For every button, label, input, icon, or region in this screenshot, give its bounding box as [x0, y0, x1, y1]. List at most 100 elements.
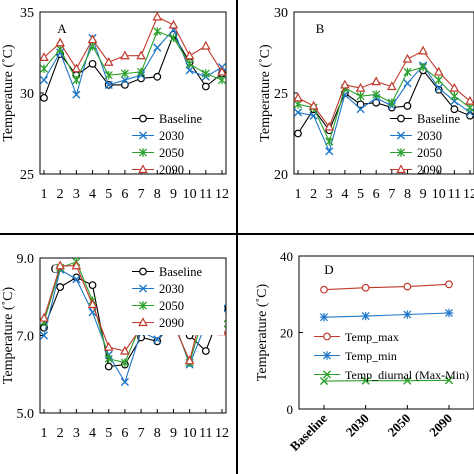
x-tick-label: 5 [105, 426, 112, 441]
data-point [444, 308, 454, 318]
data-point [444, 376, 454, 385]
legend-marker [322, 351, 332, 360]
data-point [39, 64, 49, 73]
x-tick-label: 9 [170, 426, 177, 441]
data-point [39, 312, 49, 322]
data-point [104, 80, 113, 89]
data-point [403, 102, 412, 110]
y-tick-label: 20 [274, 168, 288, 183]
y-tick-label: 0 [287, 402, 294, 417]
legend-marker [396, 131, 406, 140]
data-point [387, 81, 397, 91]
x-tick-label: 10 [183, 187, 197, 202]
series-group [39, 11, 227, 102]
x-tick-label: 8 [404, 187, 411, 202]
legend-label: 2030 [159, 282, 184, 296]
data-point [450, 105, 459, 114]
series-line-3 [43, 16, 223, 73]
panel-D: 0 20 40 Baseline 2030 2050 2090 Temperature (˚C… [255, 249, 474, 454]
y-tick-label: 40 [280, 249, 293, 264]
data-point [361, 311, 370, 321]
data-point [56, 283, 65, 291]
legend: Baseline 2030 2050 2090 [132, 112, 202, 177]
legend-label: Temp_diurnal (Max-Min) [345, 368, 469, 382]
data-point [184, 50, 195, 60]
data-point [361, 283, 370, 292]
legend-label: Baseline [159, 265, 202, 279]
panel-label: A [57, 21, 67, 36]
x-tick-label: 2050 [384, 411, 413, 440]
x-tick-label: 6 [121, 187, 128, 202]
data-point [324, 121, 335, 131]
data-point [120, 69, 129, 78]
data-point [153, 72, 162, 81]
data-point [403, 376, 412, 385]
x-tick-label: 2 [310, 187, 317, 202]
legend-marker [138, 317, 148, 327]
data-point [55, 37, 65, 47]
x-tick-label: 3 [73, 187, 80, 202]
y-tick-label: 30 [274, 6, 288, 21]
data-point [184, 355, 195, 365]
data-point [445, 280, 453, 289]
x-tick-label: 1 [41, 187, 48, 202]
legend-label: Baseline [417, 112, 460, 126]
x-tick-label: 4 [89, 187, 96, 202]
data-point [356, 92, 365, 101]
data-point [402, 53, 413, 63]
legend-marker [139, 114, 147, 123]
x-tick-label: 5 [105, 187, 112, 202]
data-point [403, 310, 412, 319]
legend-label: Baseline [159, 112, 202, 126]
x-tick-label: 11 [199, 187, 212, 202]
y-tick-label: 9.0 [17, 252, 35, 267]
legend-label: 2050 [159, 146, 184, 160]
data-point [103, 341, 114, 351]
x-tick-label: 2030 [343, 411, 372, 440]
legend-label: 2090 [417, 163, 442, 177]
x-tick-label: 6 [121, 426, 128, 441]
x-tick-label: 8 [154, 426, 161, 441]
data-point [153, 337, 162, 346]
data-point [185, 59, 194, 69]
data-point [120, 50, 130, 60]
data-point [87, 34, 98, 44]
data-point [355, 82, 366, 92]
data-point [103, 56, 114, 66]
x-tick-label: 12 [463, 187, 474, 202]
data-point [419, 62, 428, 72]
data-point [136, 50, 146, 60]
data-point [39, 75, 49, 85]
x-tick-label: 9 [170, 187, 177, 202]
data-point [325, 147, 334, 156]
x-tick-label: 11 [199, 426, 212, 441]
series-line-1 [297, 64, 471, 153]
data-point [449, 82, 460, 92]
data-point [71, 63, 82, 73]
x-tick-label: 8 [154, 187, 161, 202]
legend-marker [138, 301, 148, 310]
x-tick-label: 4 [89, 426, 96, 441]
data-point [293, 92, 303, 102]
data-point [39, 52, 49, 61]
data-point [403, 67, 412, 77]
series-line-0 [43, 33, 223, 99]
data-point [137, 67, 146, 77]
data-point [40, 93, 48, 102]
legend-marker [138, 131, 148, 140]
data-point [325, 137, 334, 146]
plot-frame [39, 11, 227, 175]
data-point [433, 66, 444, 76]
data-point [88, 281, 97, 290]
series-group [293, 45, 474, 156]
x-tick-label: 2 [57, 426, 64, 441]
y-axis-label: Temperature (˚C) [1, 44, 16, 142]
x-tick-label: 4 [341, 187, 348, 202]
data-point [356, 100, 365, 109]
data-point [72, 90, 81, 99]
data-point [104, 70, 113, 80]
data-point [39, 331, 49, 340]
